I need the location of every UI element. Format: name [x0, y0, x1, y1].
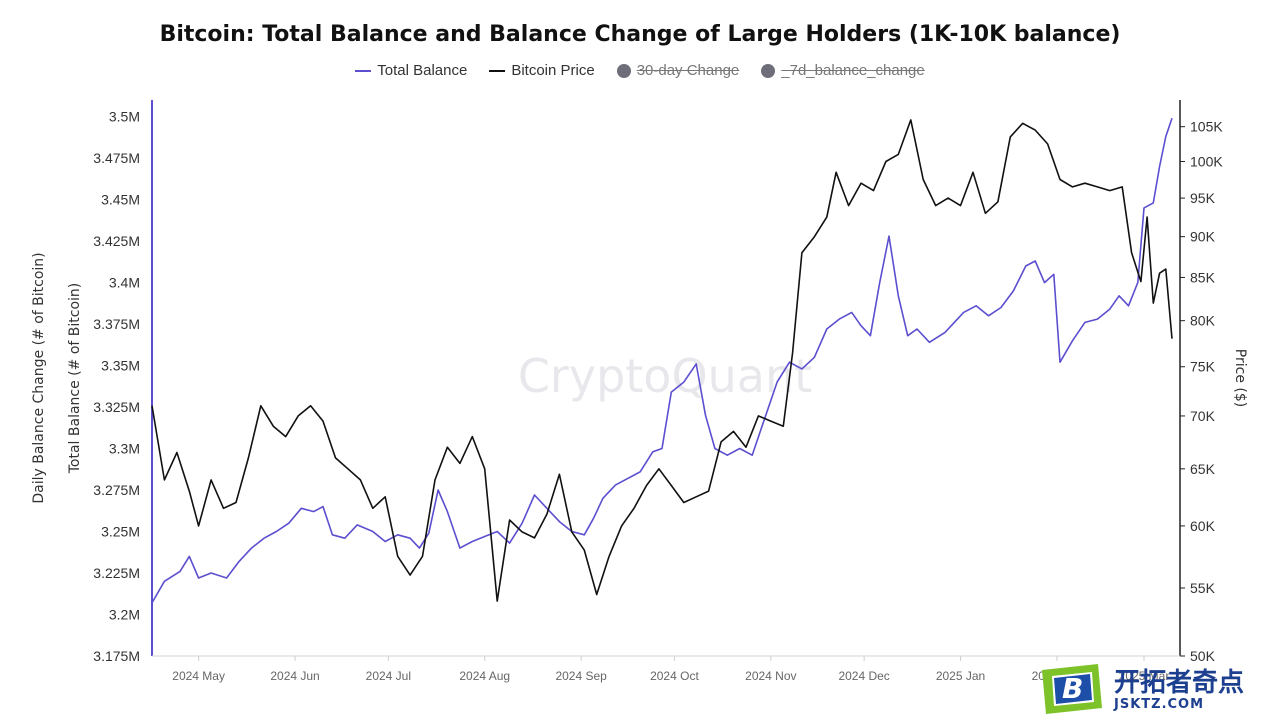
legend-label: Bitcoin Price — [511, 62, 595, 79]
series-line-bitcoin-price — [151, 119, 1173, 602]
y-right-tick-label: 50K — [1190, 648, 1216, 664]
legend-label: _7d_balance_change — [781, 62, 925, 79]
y-right-tick-label: 70K — [1190, 408, 1216, 424]
legend-swatch-total-balance — [355, 69, 372, 72]
x-tick-label: 2024 May — [172, 669, 225, 683]
y-right-tick-label: 105K — [1190, 119, 1223, 135]
watermark-text: CryptoQuant — [518, 349, 812, 403]
legend-item-bitcoin-price[interactable]: Bitcoin Price — [489, 62, 595, 79]
y-left-axis-title-inner: Total Balance (# of Bitcoin) — [67, 283, 83, 475]
y-right-tick-label: 55K — [1190, 580, 1216, 596]
y-left-tick-label: 3.3M — [109, 441, 140, 457]
y-right-tick-label: 75K — [1190, 359, 1216, 375]
y-right-tick-label: 90K — [1190, 229, 1216, 245]
y-left-tick-label: 3.175M — [93, 648, 140, 664]
y-right-tick-label: 65K — [1190, 461, 1216, 477]
legend-label: Total Balance — [377, 62, 468, 79]
legend-swatch-bitcoin-price — [489, 69, 506, 72]
y-left-tick-label: 3.2M — [109, 607, 140, 623]
y-right-tick-label: 100K — [1190, 153, 1223, 169]
legend-swatch-30-day-change — [616, 63, 631, 78]
y-left-tick-label: 3.425M — [93, 233, 140, 249]
y-left-tick-label: 3.275M — [93, 482, 140, 498]
y-right-axis-title: Price ($) — [1232, 349, 1248, 407]
brand-mark-icon: B — [1040, 664, 1106, 716]
brand-name-cn: 开拓者奇点 — [1114, 667, 1245, 698]
y-left-tick-label: 3.35M — [101, 358, 140, 374]
x-tick-label: 2024 Jun — [270, 669, 319, 683]
legend-label: 30-day Change — [636, 62, 740, 79]
legend-item-7d-balance-change[interactable]: _7d_balance_change — [761, 62, 925, 79]
brand-logo: B 开拓者奇点 JSKTZ.COM — [1040, 664, 1268, 716]
series-line-total-balance — [151, 118, 1173, 604]
x-tick-label: 2024 Jul — [366, 669, 411, 683]
y-right-tick-label: 85K — [1190, 269, 1216, 285]
x-tick-label: 2025 Mar — [1119, 669, 1170, 683]
chart-title: Bitcoin: Total Balance and Balance Chang… — [159, 22, 1121, 47]
legend-item-30-day-change[interactable]: 30-day Change — [616, 62, 740, 79]
y-left-axis-title-outer: Daily Balance Change (# of Bitcoin) — [31, 252, 47, 503]
y-left-tick-label: 3.475M — [93, 150, 140, 166]
x-tick-label: 2024 Dec — [838, 669, 889, 683]
y-left-tick-label: 3.225M — [93, 565, 140, 581]
y-right-tick-label: 95K — [1190, 190, 1216, 206]
y-left-tick-label: 3.4M — [109, 275, 140, 291]
chart-legend: Total Balance Bitcoin Price 30-day Chang… — [0, 62, 1280, 79]
y-left-tick-label: 3.45M — [101, 192, 140, 208]
brand-name-en: JSKTZ.COM — [1114, 696, 1205, 712]
y-left-tick-label: 3.25M — [101, 524, 140, 540]
y-left-tick-label: 3.375M — [93, 316, 140, 332]
y-left-tick-label: 3.5M — [109, 109, 140, 125]
y-left-tick-label: 3.325M — [93, 399, 140, 415]
y-right-tick-label: 60K — [1190, 518, 1216, 534]
x-tick-label: 2024 Aug — [459, 669, 510, 683]
y-right-tick-label: 80K — [1190, 313, 1216, 329]
x-tick-label: 2025 Jan — [936, 669, 985, 683]
x-tick-label: 2024 Oct — [650, 669, 699, 683]
x-tick-label: 2024 Sep — [555, 669, 607, 683]
legend-item-total-balance[interactable]: Total Balance — [355, 62, 467, 79]
brand-mark-letter: B — [1062, 672, 1084, 705]
legend-swatch-7d-balance-change — [761, 63, 776, 78]
x-tick-label: 2024 Nov — [745, 669, 796, 683]
